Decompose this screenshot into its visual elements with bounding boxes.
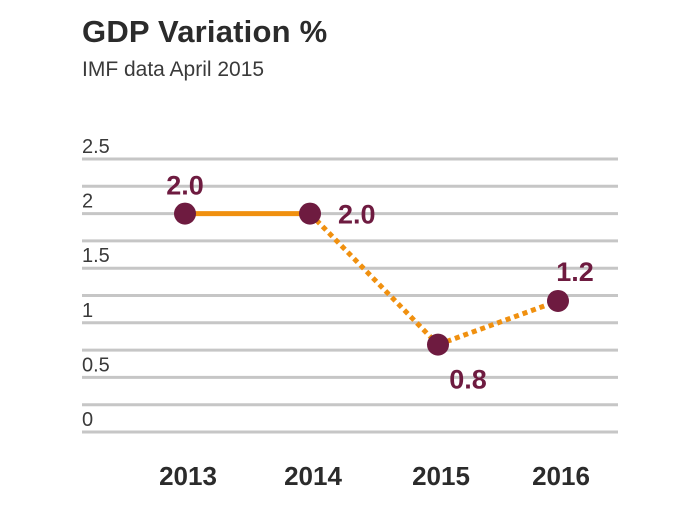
line-segment	[308, 211, 440, 347]
data-label: 2.0	[338, 200, 376, 230]
y-tick-label: 1	[82, 300, 93, 322]
x-tick-label: 2015	[412, 461, 470, 491]
data-point	[174, 202, 196, 225]
chart-title: GDP Variation %	[82, 14, 328, 49]
y-tick-label: 2	[82, 191, 93, 213]
data-label: 1.2	[556, 257, 594, 287]
y-tick-label: 1.5	[82, 245, 110, 267]
y-tick-label: 0.5	[82, 354, 110, 376]
data-label: 0.8	[449, 365, 487, 395]
x-tick-label: 2016	[532, 461, 590, 491]
line-segment	[437, 298, 559, 347]
data-point	[547, 289, 569, 312]
data-point	[299, 202, 321, 225]
y-tick-label: 2.5	[82, 136, 110, 158]
data-label: 2.0	[166, 171, 204, 201]
chart-subtitle: IMF data April 2015	[82, 58, 265, 81]
y-tick-label: 0	[82, 409, 93, 431]
x-tick-label: 2014	[284, 461, 342, 491]
x-tick-label: 2013	[159, 461, 217, 491]
data-point	[427, 333, 449, 356]
